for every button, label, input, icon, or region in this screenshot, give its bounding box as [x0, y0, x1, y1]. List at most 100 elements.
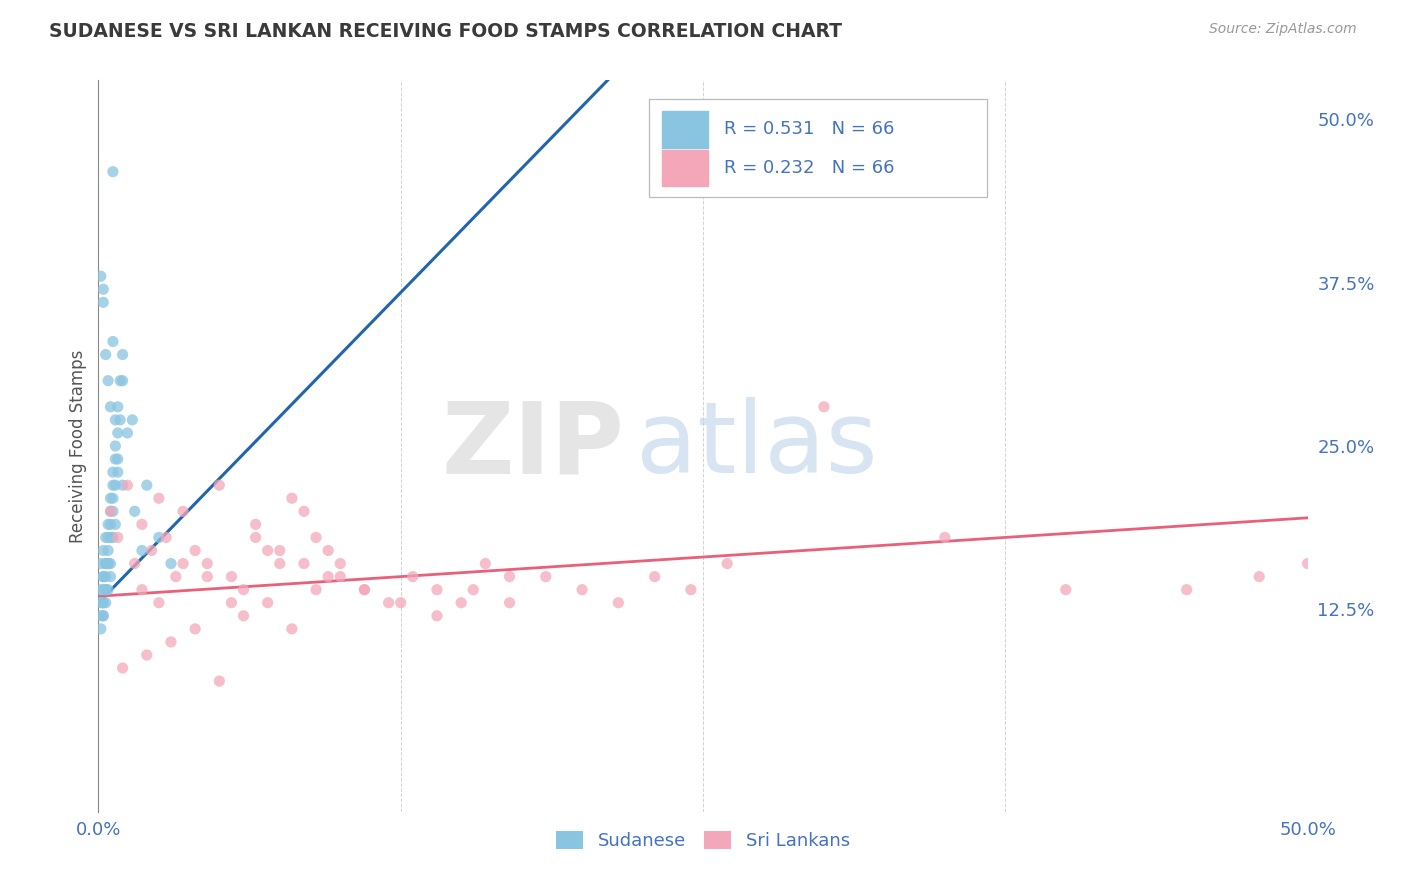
- Point: [353, 582, 375, 597]
- Point: [256, 543, 278, 558]
- FancyBboxPatch shape: [648, 99, 987, 197]
- Point: [90, 582, 112, 597]
- Point: [101, 491, 124, 506]
- Point: [94, 582, 117, 597]
- Point: [232, 608, 254, 623]
- Point: [94, 557, 117, 571]
- Point: [716, 557, 738, 571]
- Point: [97, 530, 120, 544]
- Point: [141, 543, 163, 558]
- Point: [305, 582, 328, 597]
- Point: [100, 569, 122, 583]
- Point: [91, 569, 114, 583]
- Point: [111, 374, 134, 388]
- Text: ZIP: ZIP: [441, 398, 624, 494]
- Point: [377, 596, 399, 610]
- Point: [184, 622, 207, 636]
- Point: [281, 622, 304, 636]
- Text: SUDANESE VS SRI LANKAN RECEIVING FOOD STAMPS CORRELATION CHART: SUDANESE VS SRI LANKAN RECEIVING FOOD ST…: [49, 22, 842, 41]
- Point: [100, 400, 122, 414]
- Point: [107, 530, 129, 544]
- Point: [97, 582, 120, 597]
- Point: [1296, 557, 1319, 571]
- Point: [107, 465, 129, 479]
- Point: [107, 400, 129, 414]
- Point: [402, 569, 425, 583]
- Point: [644, 569, 666, 583]
- Point: [97, 517, 120, 532]
- Point: [90, 596, 112, 610]
- Point: [195, 557, 218, 571]
- Point: [104, 517, 127, 532]
- Point: [607, 596, 630, 610]
- Point: [232, 582, 254, 597]
- Point: [498, 569, 520, 583]
- Point: [104, 413, 127, 427]
- Y-axis label: Receiving Food Stamps: Receiving Food Stamps: [69, 350, 87, 542]
- Legend: Sudanese, Sri Lankans: Sudanese, Sri Lankans: [548, 823, 858, 857]
- Point: [148, 530, 170, 544]
- Point: [90, 622, 112, 636]
- Point: [111, 348, 134, 362]
- FancyBboxPatch shape: [662, 150, 707, 186]
- Point: [124, 557, 146, 571]
- Point: [813, 400, 835, 414]
- Point: [124, 504, 146, 518]
- Point: [97, 557, 120, 571]
- Point: [172, 504, 194, 518]
- Point: [245, 530, 267, 544]
- Point: [534, 569, 557, 583]
- Point: [269, 543, 291, 558]
- Point: [100, 530, 122, 544]
- Point: [1175, 582, 1198, 597]
- Point: [131, 543, 153, 558]
- Point: [135, 478, 157, 492]
- FancyBboxPatch shape: [662, 111, 707, 147]
- Point: [94, 582, 117, 597]
- Point: [91, 596, 114, 610]
- Point: [1054, 582, 1077, 597]
- Point: [316, 543, 339, 558]
- Point: [90, 608, 112, 623]
- Point: [305, 530, 328, 544]
- Point: [221, 596, 243, 610]
- Text: Source: ZipAtlas.com: Source: ZipAtlas.com: [1209, 22, 1357, 37]
- Point: [108, 413, 131, 427]
- Point: [679, 582, 702, 597]
- Point: [329, 557, 352, 571]
- Point: [94, 596, 117, 610]
- Point: [155, 530, 177, 544]
- Point: [101, 478, 124, 492]
- Point: [111, 661, 134, 675]
- Point: [91, 582, 114, 597]
- Point: [148, 491, 170, 506]
- Point: [91, 569, 114, 583]
- Point: [91, 608, 114, 623]
- Point: [117, 425, 139, 440]
- Point: [121, 413, 143, 427]
- Point: [269, 557, 291, 571]
- Point: [91, 608, 114, 623]
- Point: [426, 582, 449, 597]
- Point: [101, 465, 124, 479]
- Point: [91, 596, 114, 610]
- Text: atlas: atlas: [637, 398, 879, 494]
- Point: [107, 425, 129, 440]
- Point: [571, 582, 593, 597]
- Point: [450, 596, 472, 610]
- Point: [221, 569, 243, 583]
- Point: [94, 557, 117, 571]
- Point: [292, 557, 315, 571]
- Point: [97, 374, 120, 388]
- Point: [172, 557, 194, 571]
- Point: [256, 596, 278, 610]
- Point: [117, 478, 139, 492]
- Point: [97, 557, 120, 571]
- Point: [101, 530, 124, 544]
- Point: [1249, 569, 1271, 583]
- Point: [160, 635, 183, 649]
- Point: [101, 504, 124, 518]
- Point: [316, 569, 339, 583]
- Point: [100, 517, 122, 532]
- Point: [91, 295, 114, 310]
